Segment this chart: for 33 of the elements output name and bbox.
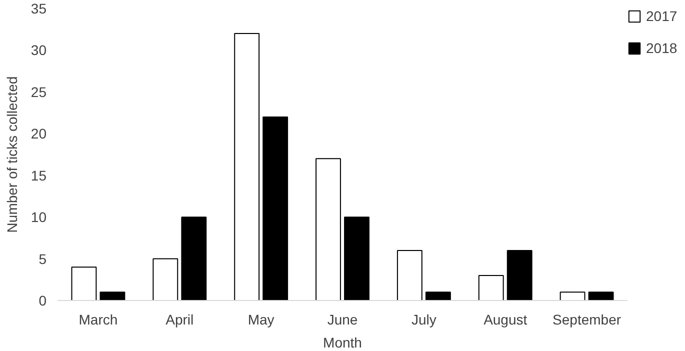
bar bbox=[71, 266, 97, 300]
bar bbox=[262, 116, 288, 300]
bar bbox=[396, 250, 422, 300]
legend-label: 2017 bbox=[646, 8, 678, 24]
y-tick-label: 25 bbox=[30, 84, 47, 100]
bar bbox=[100, 292, 126, 300]
bar bbox=[181, 216, 207, 300]
y-tick-label: 35 bbox=[30, 0, 47, 16]
y-tick-label: 5 bbox=[38, 250, 47, 267]
bar bbox=[344, 216, 370, 300]
y-tick-label: 15 bbox=[30, 167, 47, 184]
x-tick-label: March bbox=[78, 312, 118, 328]
y-tick-label: 20 bbox=[30, 126, 47, 142]
bar bbox=[316, 158, 341, 300]
x-tick-label: July bbox=[411, 312, 436, 328]
bar bbox=[560, 292, 586, 300]
bar bbox=[478, 274, 504, 300]
legend-label: 2018 bbox=[646, 40, 678, 56]
y-tick-label: 0 bbox=[38, 292, 47, 308]
y-tick-label: 30 bbox=[30, 42, 47, 58]
x-axis-title: Month bbox=[323, 334, 362, 350]
bar bbox=[506, 250, 532, 300]
y-tick-label: 10 bbox=[30, 209, 47, 226]
x-tick-label: September bbox=[552, 312, 622, 328]
x-tick-label: August bbox=[484, 312, 528, 328]
bar bbox=[425, 292, 451, 300]
y-axis-title: Number of ticks collected bbox=[4, 76, 20, 233]
x-tick-label: June bbox=[327, 312, 358, 328]
bar bbox=[234, 33, 260, 300]
bar bbox=[588, 292, 614, 300]
x-tick-label: May bbox=[248, 312, 274, 328]
bar bbox=[152, 258, 178, 300]
x-tick-label: April bbox=[166, 312, 194, 328]
